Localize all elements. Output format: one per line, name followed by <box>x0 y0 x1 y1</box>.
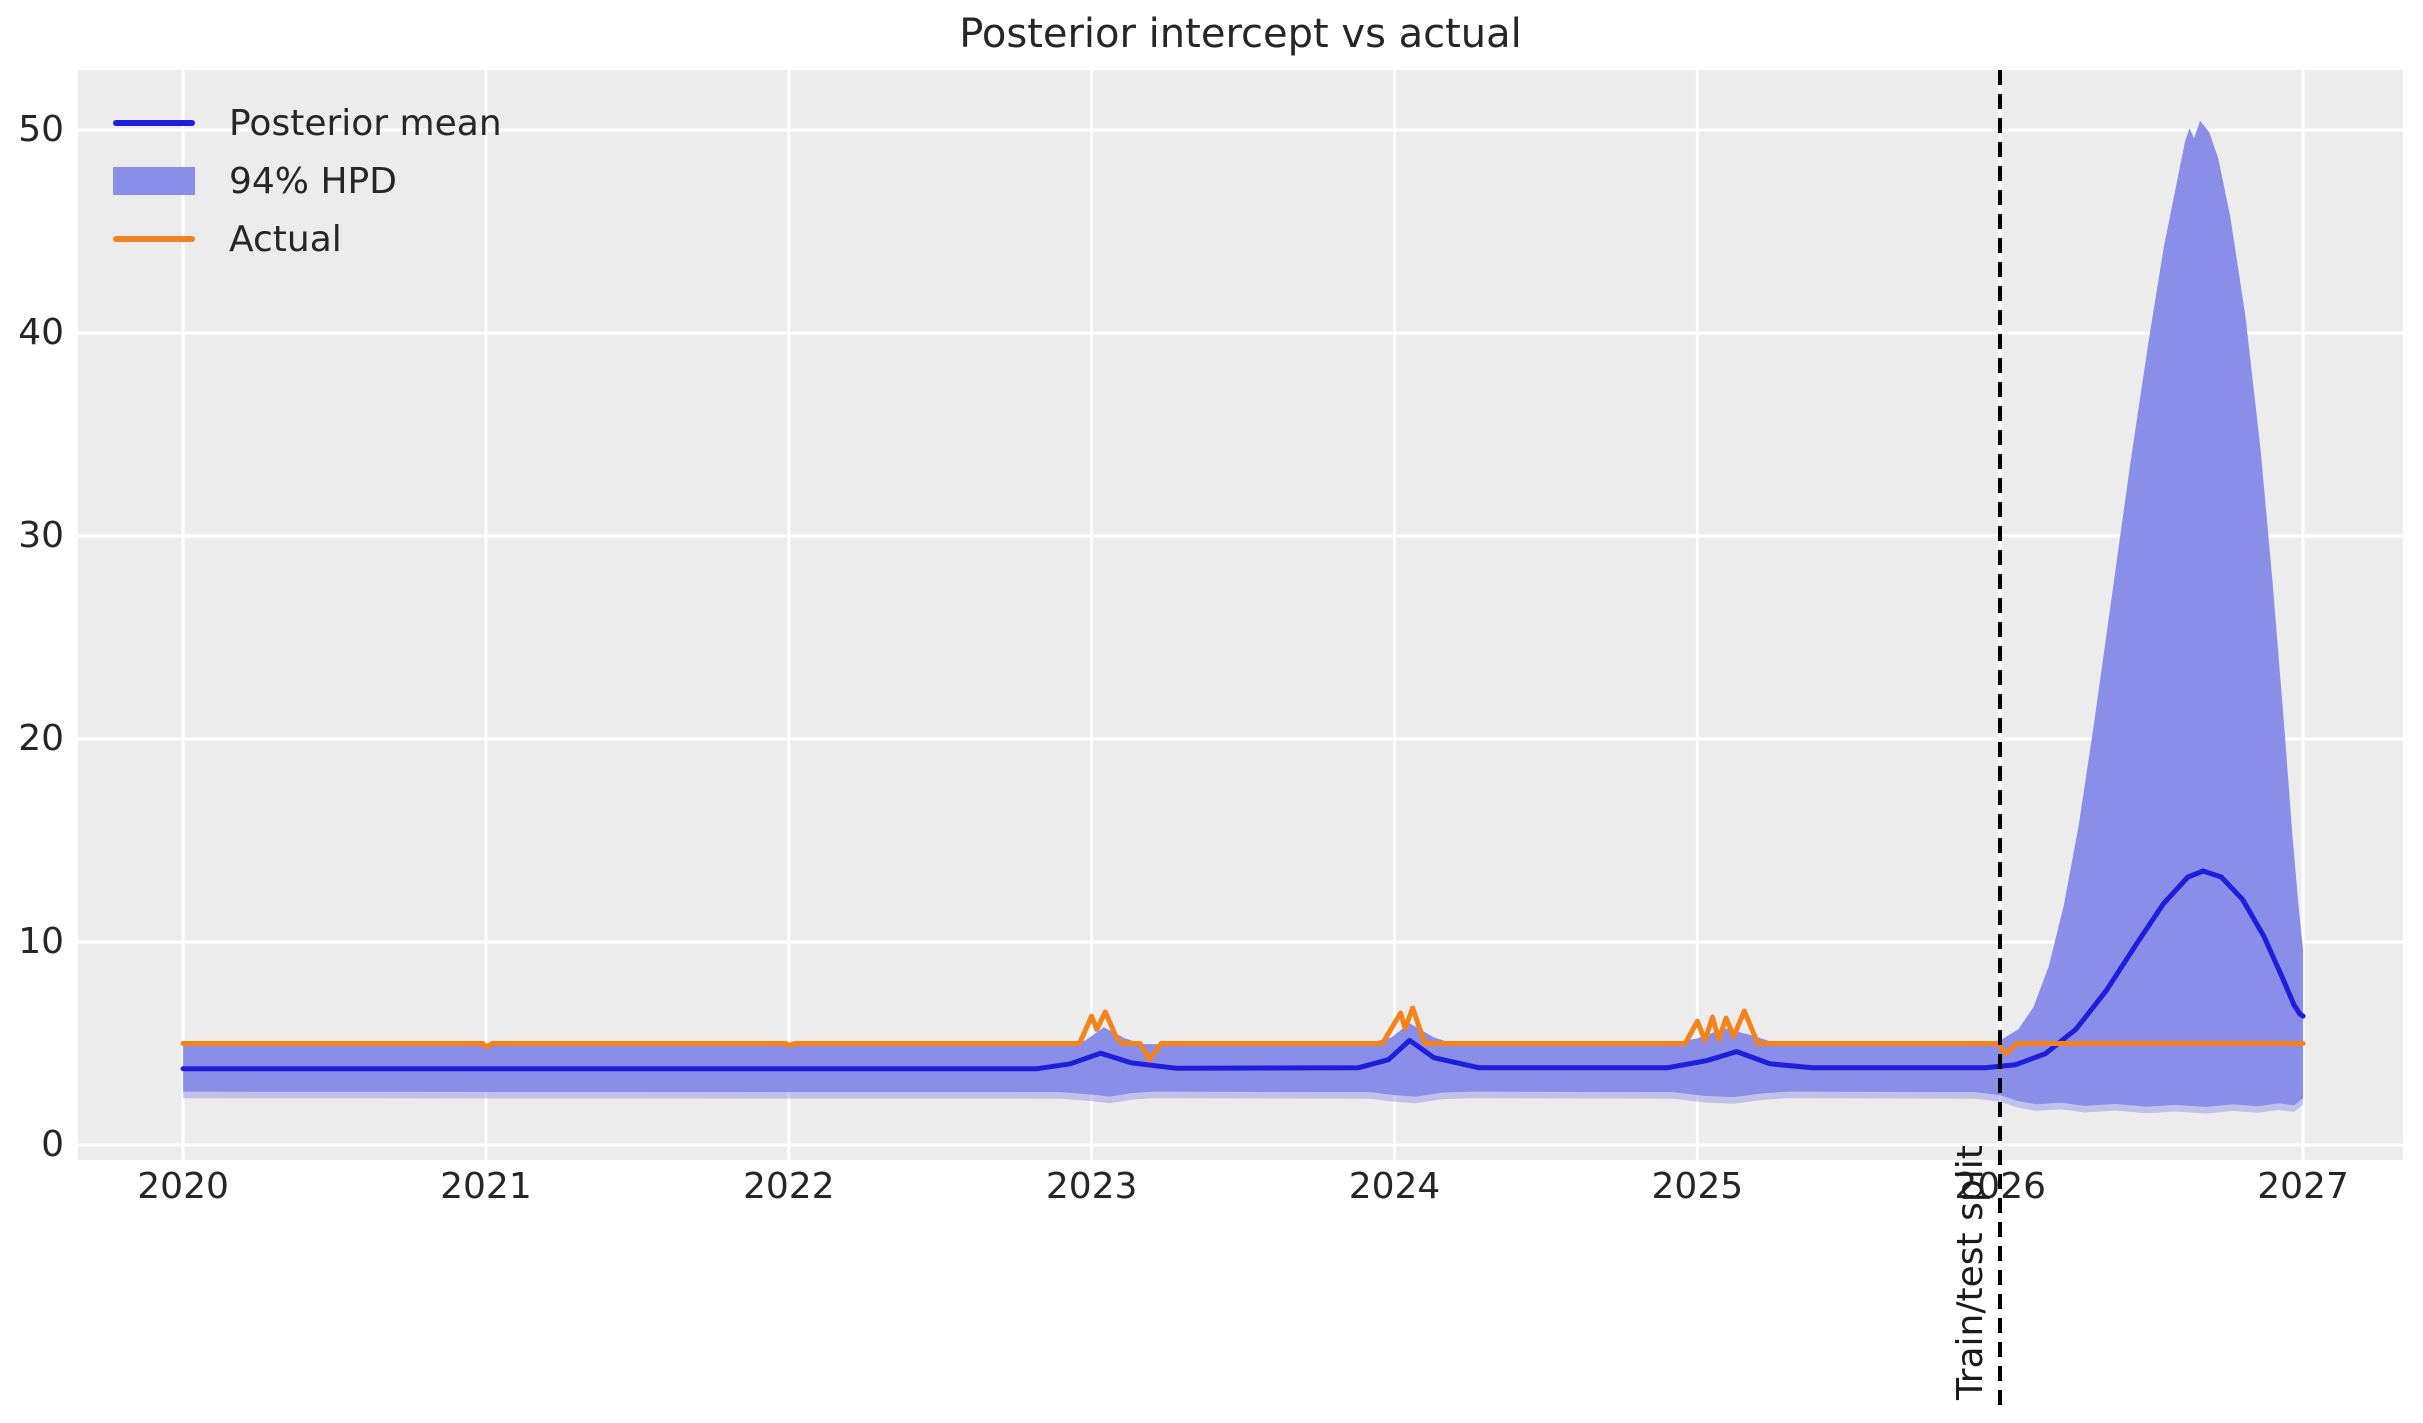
y-tick-label: 10 <box>18 921 64 962</box>
train-test-split-label: Train/test split <box>1950 1145 1992 1400</box>
legend-item: Posterior mean <box>113 94 502 152</box>
legend-item: 94% HPD <box>113 152 502 210</box>
y-tick-label: 0 <box>41 1123 64 1165</box>
x-tick-label: 2024 <box>1348 1166 1441 1207</box>
chart-canvas <box>78 70 2403 1160</box>
plot-area: Posterior mean 94% HPD Actual <box>78 70 2403 1160</box>
y-tick-label: 40 <box>18 312 64 354</box>
legend-label: 94% HPD <box>229 160 397 202</box>
legend-line-swatch <box>113 120 195 126</box>
chart-title: Posterior intercept vs actual <box>959 11 1522 57</box>
legend-label: Posterior mean <box>229 102 502 144</box>
x-tick-label: 2020 <box>137 1166 229 1207</box>
legend: Posterior mean 94% HPD Actual <box>113 94 502 268</box>
x-tick-label: 2027 <box>2257 1166 2349 1207</box>
hpd-band <box>183 120 2304 1107</box>
legend-item: Actual <box>113 210 502 268</box>
x-tick-label: 2025 <box>1651 1166 1744 1207</box>
train-test-split-line <box>1998 70 2003 1412</box>
legend-patch-swatch <box>113 167 195 195</box>
x-tick-label: 2022 <box>742 1166 835 1207</box>
posterior-mean-line <box>180 868 2306 1072</box>
x-tick-label: 2021 <box>440 1166 532 1207</box>
hpd-band-fuzz <box>183 1091 2304 1114</box>
y-tick-label: 50 <box>18 109 64 151</box>
actual-line <box>180 1005 2306 1063</box>
x-tick-label: 2023 <box>1045 1166 1138 1207</box>
legend-label: Actual <box>229 218 342 260</box>
y-tick-label: 30 <box>18 515 64 557</box>
legend-line-swatch <box>113 236 195 242</box>
y-tick-label: 20 <box>18 718 64 760</box>
